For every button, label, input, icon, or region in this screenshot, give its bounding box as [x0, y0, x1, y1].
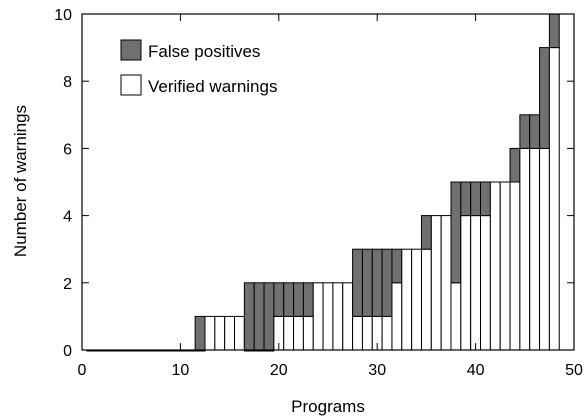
x-tick-label-20: 20: [270, 362, 288, 379]
bar-verified-37: [440, 215, 452, 351]
bar-verified-45: [519, 147, 531, 351]
x-axis-title: Programs: [291, 397, 365, 416]
bar-false-positive-28: [352, 248, 363, 317]
legend-label-verified-warnings: Verified warnings: [148, 77, 277, 96]
bar-verified-44: [509, 181, 521, 351]
bar-false-positive-39: [460, 181, 472, 217]
bar-verified-15: [224, 315, 236, 351]
bar-false-positive-12: [194, 315, 206, 351]
bar-false-positive-47: [539, 47, 550, 149]
bar-verified-33: [401, 248, 413, 351]
bar-verified-47: [539, 147, 550, 351]
bar-false-positive-32: [391, 248, 403, 284]
bar-verified-25: [322, 282, 334, 351]
y-tick-label-10: 10: [54, 7, 72, 24]
bar-verified-35: [420, 248, 432, 351]
bar-verified-46: [529, 147, 541, 351]
legend: False positives Verified warnings: [120, 39, 277, 96]
bar-verified-13: [204, 315, 216, 351]
bar-false-positive-44: [509, 147, 521, 183]
bar-verified-29: [361, 315, 373, 351]
bar-verified-22: [293, 315, 304, 351]
bar-false-positive-18: [253, 282, 265, 351]
bar-false-positive-41: [480, 181, 491, 217]
bar-false-positive-19: [263, 282, 275, 351]
bar-false-positive-46: [529, 114, 541, 149]
x-tick-label-10: 10: [172, 362, 190, 379]
bar-false-positive-22: [293, 282, 304, 317]
bar-false-positive-17: [243, 282, 255, 351]
bar-verified-28: [352, 315, 363, 351]
bar-verified-43: [499, 181, 511, 351]
bar-verified-31: [381, 315, 393, 351]
y-tick-label-8: 8: [63, 74, 72, 91]
bar-verified-26: [332, 282, 344, 351]
bars-layer: [86, 13, 560, 352]
bar-verified-48: [548, 47, 560, 351]
y-tick-label-2: 2: [63, 276, 72, 293]
x-tick-label-30: 30: [368, 362, 386, 379]
bar-verified-27: [342, 282, 354, 351]
legend-label-false-positives: False positives: [148, 42, 260, 61]
bar-verified-34: [411, 248, 422, 351]
plot-frame: [81, 13, 575, 351]
ticks-layer: 0 10 20 30 40 50 0 2 4 6 8 10: [54, 7, 583, 379]
bar-false-positive-38: [450, 181, 462, 284]
x-tick-label-40: 40: [467, 362, 485, 379]
legend-swatch-verified-warnings: [120, 74, 142, 96]
y-tick-label-0: 0: [63, 343, 72, 360]
bar-false-positive-35: [420, 215, 432, 250]
bar-verified-39: [460, 215, 472, 351]
bar-false-positive-23: [302, 282, 314, 317]
y-tick-label-6: 6: [63, 141, 72, 158]
bar-verified-38: [450, 282, 462, 351]
bar-verified-23: [302, 315, 314, 351]
y-axis-title: Number of warnings: [11, 105, 30, 257]
bar-verified-36: [430, 215, 442, 351]
legend-swatch-false-positives: [120, 39, 142, 61]
bar-verified-16: [234, 315, 245, 351]
bar-verified-32: [391, 282, 403, 351]
x-tick-label-0: 0: [78, 362, 87, 379]
bar-false-positive-31: [381, 248, 393, 317]
bar-false-positive-30: [371, 248, 383, 317]
bar-verified-41: [480, 215, 491, 351]
bar-false-positive-40: [470, 181, 482, 217]
bar-false-positive-29: [361, 248, 373, 317]
bar-false-positive-21: [283, 282, 295, 317]
bar-verified-24: [312, 282, 324, 351]
x-tick-label-50: 50: [565, 362, 583, 379]
bar-verified-42: [489, 181, 501, 351]
bar-false-positive-20: [273, 282, 285, 317]
bar-false-positive-48: [548, 13, 560, 49]
bar-verified-21: [283, 315, 295, 351]
y-tick-label-4: 4: [63, 209, 72, 226]
bar-verified-14: [214, 315, 226, 351]
bar-verified-40: [470, 215, 482, 351]
bar-false-positive-45: [519, 114, 531, 149]
